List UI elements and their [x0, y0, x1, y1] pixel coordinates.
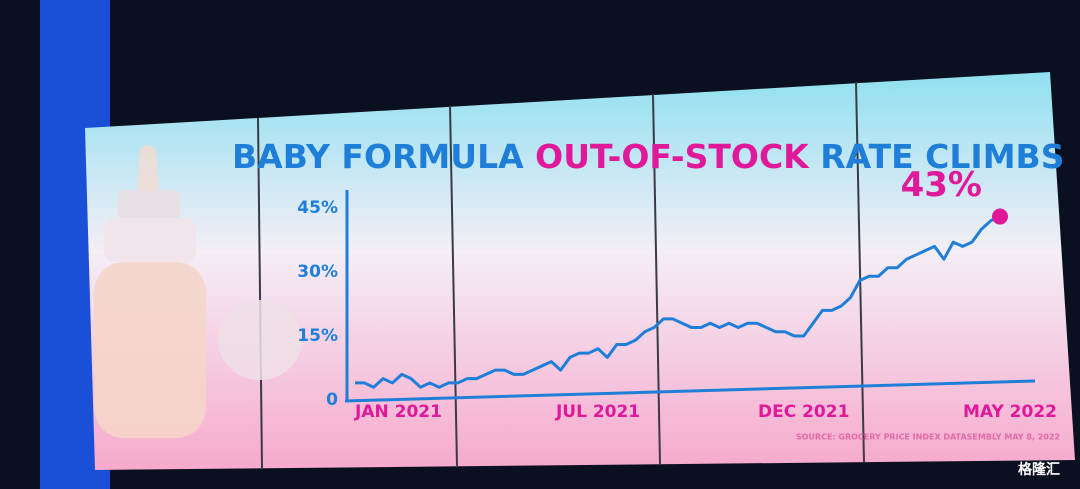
data-line	[355, 215, 1001, 389]
title-part: RATE CLIMBS	[820, 137, 1064, 176]
x-tick-label: MAY 2022	[963, 402, 1057, 422]
source: SOURCE: GROCERY PRICE INDEX DATASEMBLY M…	[796, 433, 1060, 442]
y-tick-label: 0	[326, 390, 338, 410]
watermark: 格隆汇	[1018, 461, 1060, 478]
screen	[85, 72, 1075, 470]
y-tick-label: 15%	[297, 326, 338, 346]
y-tick-label: 30%	[297, 262, 338, 282]
y-tick-label: 45%	[297, 198, 338, 218]
end-point	[992, 208, 1008, 225]
x-tick-label: DEC 2021	[758, 402, 849, 422]
x-axis	[344, 379, 1036, 403]
title-part: OUT-OF-STOCK	[535, 137, 810, 176]
value-label: 43%	[901, 165, 982, 205]
screen-dividers	[257, 81, 865, 469]
title-part: BABY FORMULA	[232, 137, 524, 176]
chart-title: BABY FORMULA OUT-OF-STOCK RATE CLIMBS	[232, 137, 1064, 176]
bottle-illustration	[94, 145, 302, 438]
x-tick-label: JUL 2021	[555, 402, 640, 422]
x-tick-label: JAN 2021	[354, 402, 442, 422]
